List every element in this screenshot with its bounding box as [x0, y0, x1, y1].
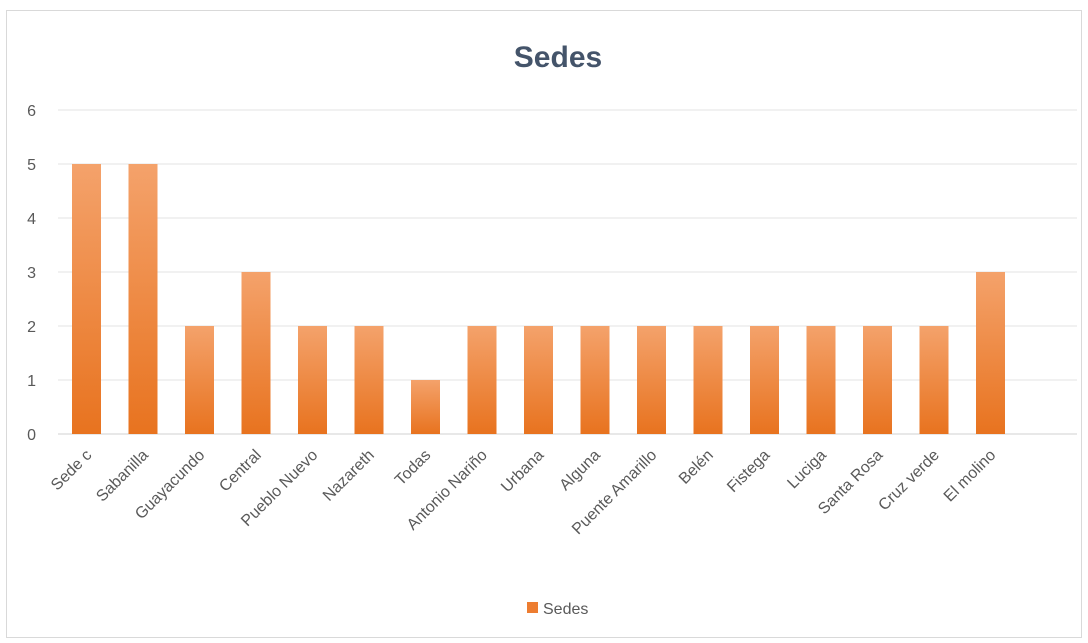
bar	[128, 164, 158, 434]
bar	[580, 326, 610, 434]
x-tick-label: Todas	[392, 447, 434, 489]
x-tick-label: Central	[216, 447, 264, 495]
legend: Sedes	[527, 601, 588, 618]
x-tick-label: Sede c	[48, 447, 95, 494]
x-tick-label: Sabanilla	[93, 447, 152, 506]
x-tick-label: Luciga	[784, 447, 829, 492]
y-tick-label: 2	[27, 319, 36, 336]
x-tick-label: Alguna	[557, 447, 604, 494]
bar	[637, 326, 666, 434]
bar	[467, 326, 497, 434]
bar	[185, 326, 214, 434]
x-tick-label: Cruz verde	[875, 447, 942, 514]
x-tick-label: El molino	[941, 447, 1000, 506]
y-tick-label: 6	[27, 103, 36, 120]
bar	[354, 326, 384, 434]
legend-swatch	[527, 602, 538, 613]
bar	[693, 326, 723, 434]
y-axis-ticks: 0 1 2 3 4 5 6	[27, 103, 36, 444]
chart-frame	[6, 10, 1082, 638]
bar	[524, 326, 553, 434]
bar	[863, 326, 892, 434]
chart-title: Sedes	[514, 41, 602, 74]
bar	[72, 164, 101, 434]
x-tick-label: Fistega	[724, 447, 773, 496]
bar	[411, 380, 440, 434]
y-tick-label: 4	[27, 211, 36, 228]
bar	[919, 326, 949, 434]
gridlines	[58, 109, 1077, 435]
x-tick-label: Belén	[676, 447, 717, 488]
bar	[806, 326, 836, 434]
legend-label: Sedes	[543, 601, 588, 618]
y-tick-label: 1	[27, 373, 36, 390]
x-tick-label: Urbana	[498, 447, 547, 496]
y-tick-label: 3	[27, 265, 36, 282]
bar	[298, 326, 327, 434]
y-tick-label: 5	[27, 157, 36, 174]
bar	[750, 326, 779, 434]
bar	[241, 272, 271, 434]
y-tick-label: 0	[27, 427, 36, 444]
bars	[72, 164, 1005, 434]
bar	[976, 272, 1005, 434]
x-tick-label: Nazareth	[320, 447, 378, 505]
